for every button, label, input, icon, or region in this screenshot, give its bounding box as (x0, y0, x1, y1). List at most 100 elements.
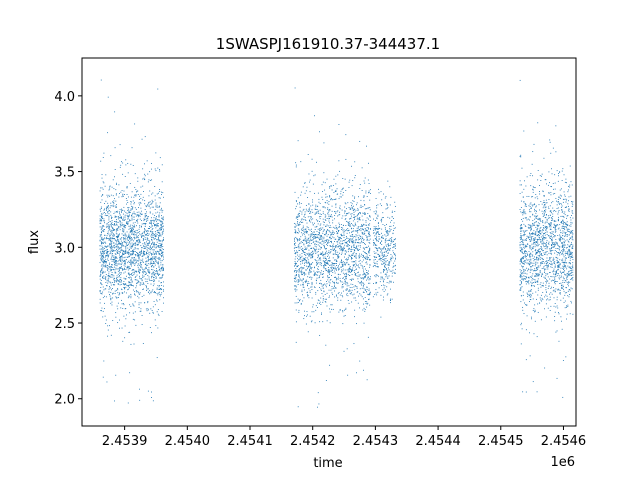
data-point (337, 257, 339, 259)
data-point (294, 285, 296, 287)
data-point (308, 276, 310, 278)
data-point (153, 300, 155, 302)
data-point (124, 226, 126, 228)
data-point (525, 250, 527, 252)
data-point (149, 259, 151, 261)
data-point (115, 246, 117, 248)
data-point (163, 196, 164, 198)
data-point (369, 233, 371, 235)
data-point (555, 256, 557, 258)
data-point (384, 273, 386, 275)
data-point (321, 238, 323, 240)
data-point (351, 165, 353, 167)
data-point (118, 262, 120, 264)
data-point (320, 265, 322, 267)
data-point (150, 235, 152, 237)
data-point (114, 217, 116, 218)
data-point (297, 260, 298, 262)
data-point (126, 221, 128, 222)
data-point (107, 231, 109, 233)
data-point (336, 211, 338, 213)
data-point (325, 220, 327, 221)
data-point (111, 274, 113, 276)
data-point (298, 239, 300, 241)
data-point (324, 283, 326, 285)
data-point (324, 182, 326, 184)
data-point (324, 264, 326, 266)
data-point (347, 244, 349, 246)
data-point (368, 245, 369, 247)
data-point (369, 228, 371, 230)
data-point (334, 268, 336, 270)
data-point (107, 202, 109, 204)
data-point (363, 369, 364, 371)
data-point (120, 267, 122, 269)
data-point (340, 247, 342, 249)
data-point (143, 239, 144, 241)
data-point (336, 260, 338, 262)
data-point (347, 259, 349, 260)
data-point (305, 280, 307, 282)
data-point (100, 187, 102, 189)
data-point (318, 232, 320, 234)
data-point (100, 310, 102, 312)
data-point (300, 303, 302, 305)
data-point (344, 281, 346, 283)
data-point (102, 247, 104, 249)
data-point (143, 231, 145, 233)
data-point (327, 202, 329, 204)
data-point (162, 246, 164, 247)
data-point (154, 259, 156, 261)
data-point (336, 188, 338, 190)
data-point (314, 286, 315, 288)
data-point (366, 272, 367, 274)
data-point (131, 285, 132, 287)
data-point (302, 227, 304, 228)
data-point (136, 220, 137, 222)
data-point (349, 287, 351, 289)
data-point (372, 232, 374, 234)
data-point (349, 221, 351, 223)
data-point (119, 327, 120, 329)
data-point (387, 239, 389, 241)
data-point (156, 311, 158, 313)
data-point (372, 239, 374, 241)
data-point (142, 243, 144, 245)
data-point (124, 261, 126, 263)
data-point (300, 203, 302, 204)
data-point (102, 239, 104, 241)
data-point (118, 227, 120, 229)
data-point (319, 228, 320, 230)
data-point (362, 239, 364, 241)
data-point (151, 179, 153, 181)
data-point (155, 251, 157, 253)
data-point (376, 231, 378, 233)
data-point (295, 273, 297, 275)
data-point (120, 281, 122, 283)
data-point (304, 261, 306, 263)
data-point (312, 253, 314, 255)
data-point (105, 249, 107, 251)
data-point (327, 239, 329, 241)
data-point (542, 216, 544, 217)
data-point (366, 217, 368, 219)
data-point (329, 308, 330, 310)
data-point (521, 235, 523, 237)
data-point (335, 213, 337, 214)
data-point (342, 268, 344, 270)
data-point (141, 264, 142, 266)
data-point (132, 229, 134, 230)
data-point (126, 266, 128, 268)
data-point (345, 259, 347, 260)
data-point (128, 282, 130, 283)
data-point (524, 256, 526, 258)
data-point (132, 207, 134, 209)
data-point (102, 194, 103, 196)
data-point (374, 263, 376, 265)
data-point (363, 291, 365, 293)
data-point (354, 240, 356, 242)
data-point (362, 277, 364, 279)
data-point (329, 273, 330, 275)
data-point (305, 280, 307, 282)
data-point (129, 232, 131, 234)
